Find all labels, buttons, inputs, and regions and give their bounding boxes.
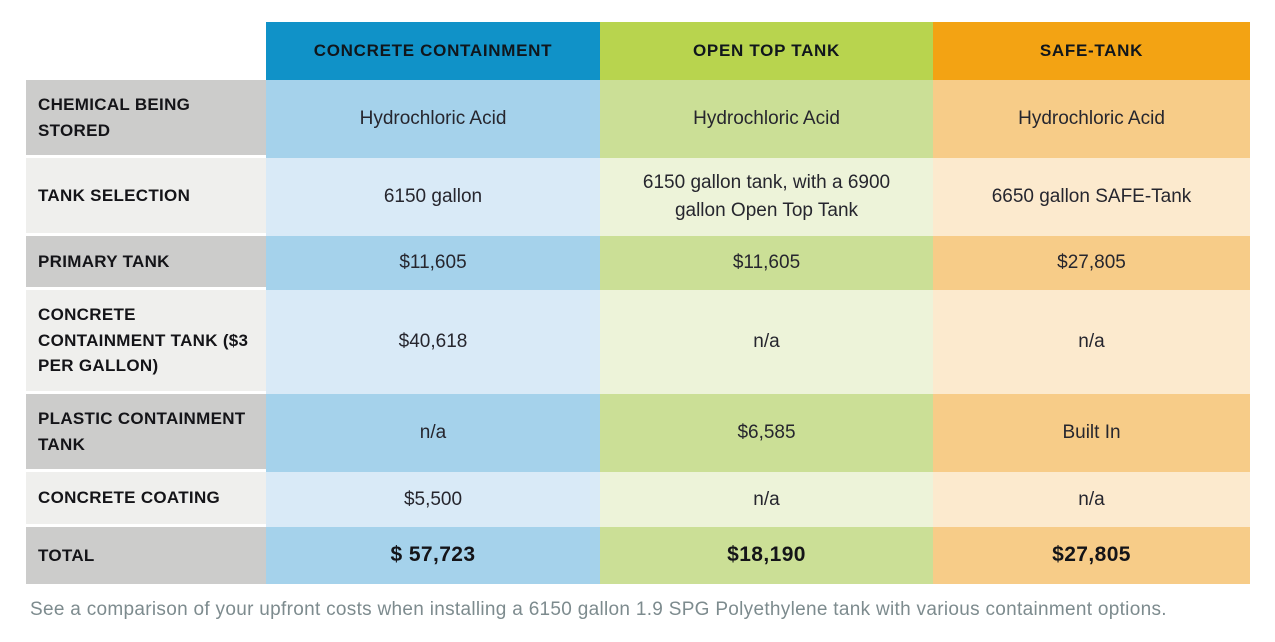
table-corner-spacer — [26, 22, 266, 80]
column-header-safe-tank: SAFE-TANK — [933, 22, 1250, 80]
cell-safetank-primary-tank: $27,805 — [933, 236, 1250, 290]
cell-concrete-total: $ 57,723 — [266, 527, 600, 584]
cell-concrete-primary-tank: $11,605 — [266, 236, 600, 290]
cell-opentop-primary-tank: $11,605 — [600, 236, 933, 290]
cell-opentop-total: $18,190 — [600, 527, 933, 584]
cell-safetank-chemical: Hydrochloric Acid — [933, 80, 1250, 158]
row-label-chemical-being-stored: CHEMICAL BEING STORED — [26, 80, 266, 158]
column-header-open-top-tank: OPEN TOP TANK — [600, 22, 933, 80]
table-caption: See a comparison of your upfront costs w… — [30, 599, 1167, 620]
row-label-primary-tank: PRIMARY TANK — [26, 236, 266, 290]
cell-safetank-plastic-containment: Built In — [933, 394, 1250, 472]
row-label-total: TOTAL — [26, 527, 266, 584]
cell-concrete-containment-cost: $40,618 — [266, 290, 600, 394]
cell-concrete-plastic-containment: n/a — [266, 394, 600, 472]
cell-safetank-coating-cost: n/a — [933, 472, 1250, 527]
cell-safetank-containment-cost: n/a — [933, 290, 1250, 394]
cell-opentop-containment-cost: n/a — [600, 290, 933, 394]
row-label-concrete-coating: CONCRETE COATING — [26, 472, 266, 527]
cell-concrete-coating-cost: $5,500 — [266, 472, 600, 527]
cell-opentop-tank-selection: 6150 gallon tank, with a 6900 gallon Ope… — [600, 158, 933, 236]
cell-safetank-total: $27,805 — [933, 527, 1250, 584]
cell-opentop-plastic-containment: $6,585 — [600, 394, 933, 472]
cell-opentop-coating-cost: n/a — [600, 472, 933, 527]
cell-opentop-chemical: Hydrochloric Acid — [600, 80, 933, 158]
comparison-table: CONCRETE CONTAINMENT OPEN TOP TANK SAFE-… — [26, 22, 1250, 584]
row-label-concrete-containment-tank: CONCRETE CONTAINMENT TANK ($3 PER GALLON… — [26, 290, 266, 394]
row-label-plastic-containment-tank: PLASTIC CONTAINMENT TANK — [26, 394, 266, 472]
row-label-tank-selection: TANK SELECTION — [26, 158, 266, 236]
column-header-concrete-containment: CONCRETE CONTAINMENT — [266, 22, 600, 80]
cell-safetank-tank-selection: 6650 gallon SAFE-Tank — [933, 158, 1250, 236]
cell-concrete-tank-selection: 6150 gallon — [266, 158, 600, 236]
cell-concrete-chemical: Hydrochloric Acid — [266, 80, 600, 158]
